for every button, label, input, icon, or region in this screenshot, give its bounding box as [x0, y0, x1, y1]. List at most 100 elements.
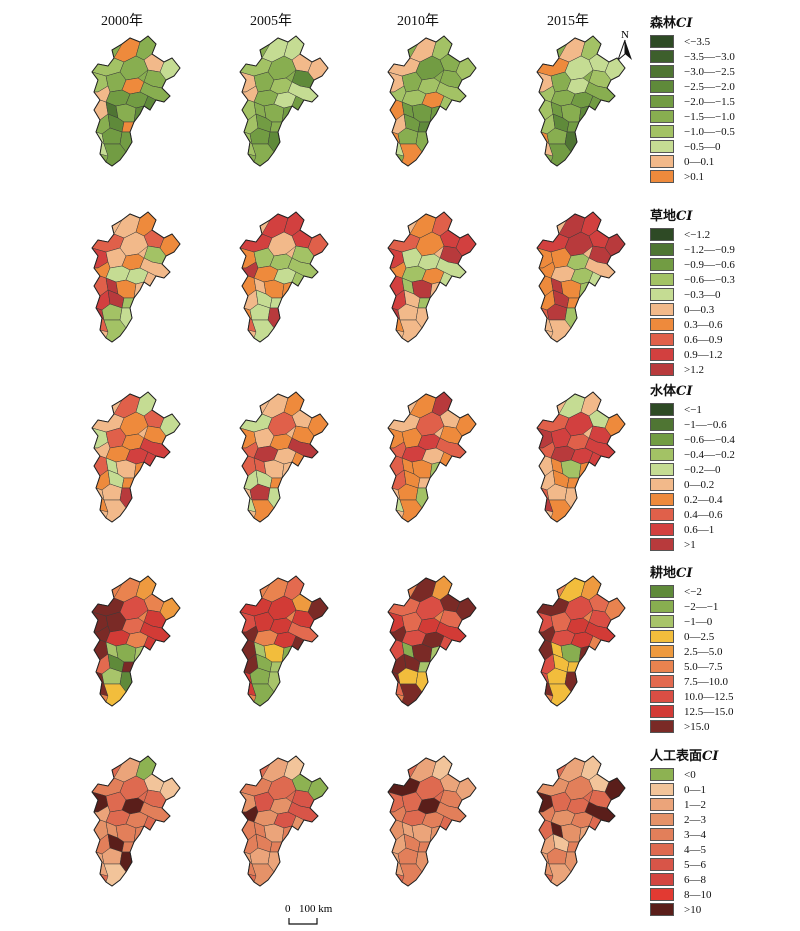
map-1-3 [536, 211, 626, 343]
map-border [91, 575, 181, 707]
legend-title-ci: CI [676, 16, 693, 31]
legend-swatch [650, 720, 674, 733]
map-2-1 [239, 391, 329, 523]
legend-item: <−1 [650, 402, 800, 417]
legend-swatch [650, 348, 674, 361]
legend-label: −1—0 [684, 615, 713, 628]
legend-swatch [650, 288, 674, 301]
legend-label: 10.0—12.5 [684, 690, 734, 703]
legend-label: >1 [684, 538, 696, 551]
legend-label: −1.2—−0.9 [684, 243, 735, 256]
legend-4: 人工表面CI <0 0—1 1—2 2—3 3—4 4—5 5—6 6—8 8—10 >10 [650, 745, 800, 917]
legend-item: >0.1 [650, 169, 800, 184]
legend-label: <−3.5 [684, 35, 711, 48]
map-1-0 [91, 211, 181, 343]
legend-swatch [650, 418, 674, 431]
legend-label: −0.6—−0.3 [684, 273, 735, 286]
legend-label: >1.2 [684, 363, 704, 376]
map-border [536, 35, 626, 167]
legend-swatch [650, 303, 674, 316]
year-label-2015: 2015年 [547, 14, 589, 29]
map-border [91, 211, 181, 343]
legend-swatch [650, 363, 674, 376]
legend-label: 7.5—10.0 [684, 675, 728, 688]
legend-item: <−1.2 [650, 227, 800, 242]
legend-item: 4—5 [650, 842, 800, 857]
legend-item: 0—0.3 [650, 302, 800, 317]
legend-item: −1.5—−1.0 [650, 109, 800, 124]
legend-label: 12.5—15.0 [684, 705, 734, 718]
legend-item: −2.5—−2.0 [650, 79, 800, 94]
legend-label: 0.6—0.9 [684, 333, 723, 346]
legend-item: −0.6—−0.3 [650, 272, 800, 287]
legend-label: >10 [684, 903, 702, 916]
legend-item: >1 [650, 537, 800, 552]
legend-item: 6—8 [650, 872, 800, 887]
legend-swatch [650, 630, 674, 643]
legend-swatch [650, 478, 674, 491]
map-0-1 [239, 35, 329, 167]
legend-item: 0.6—0.9 [650, 332, 800, 347]
legend-item: −2.0—−1.5 [650, 94, 800, 109]
legend-swatch [650, 843, 674, 856]
legend-item: 0—0.1 [650, 154, 800, 169]
legend-2: 水体CI <−1 −1—−0.6 −0.6—−0.4 −0.4—−0.2 −0.2—0 0—… [650, 380, 800, 552]
map-border [239, 211, 329, 343]
map-border [387, 35, 477, 167]
map-border [387, 755, 477, 887]
legend-item: −1.2—−0.9 [650, 242, 800, 257]
map-border [387, 575, 477, 707]
legend-label: 2—3 [684, 813, 706, 826]
legend-item: 0.3—0.6 [650, 317, 800, 332]
map-1-1 [239, 211, 329, 343]
legend-swatch [650, 888, 674, 901]
legend-item: 0.4—0.6 [650, 507, 800, 522]
legend-swatch [650, 675, 674, 688]
map-3-0 [91, 575, 181, 707]
legend-item: −0.2—0 [650, 462, 800, 477]
legend-swatch [650, 645, 674, 658]
map-0-2 [387, 35, 477, 167]
legend-label: −3.0—−2.5 [684, 65, 735, 78]
legend-item: 7.5—10.0 [650, 674, 800, 689]
legend-item: 0.2—0.4 [650, 492, 800, 507]
legend-title: 耕地CI [650, 562, 800, 581]
legend-title: 草地CI [650, 205, 800, 224]
legend-title: 人工表面CI [650, 745, 800, 764]
legend-item: >10 [650, 902, 800, 917]
map-2-2 [387, 391, 477, 523]
map-1-2 [387, 211, 477, 343]
legend-swatch [650, 798, 674, 811]
legend-swatch [650, 615, 674, 628]
map-border [387, 391, 477, 523]
legend-swatch [650, 813, 674, 826]
legend-swatch [650, 705, 674, 718]
legend-title-ci: CI [676, 566, 693, 581]
legend-swatch [650, 228, 674, 241]
legend-swatch [650, 50, 674, 63]
map-border [536, 575, 626, 707]
legend-swatch [650, 333, 674, 346]
map-4-0 [91, 755, 181, 887]
legend-item: 0—0.2 [650, 477, 800, 492]
legend-swatch [650, 110, 674, 123]
map-border [91, 755, 181, 887]
map-border [536, 391, 626, 523]
legend-item: −0.9—−0.6 [650, 257, 800, 272]
map-2-0 [91, 391, 181, 523]
legend-swatch [650, 433, 674, 446]
legend-label: −0.9—−0.6 [684, 258, 735, 271]
legend-item: 2.5—5.0 [650, 644, 800, 659]
legend-label: <−2 [684, 585, 702, 598]
legend-swatch [650, 493, 674, 506]
legend-title-text: 水体 [650, 384, 677, 399]
legend-item: −1—−0.6 [650, 417, 800, 432]
legend-3: 耕地CI <−2 −2—−1 −1—0 0—2.5 2.5—5.0 5.0—7.5 7.5—1… [650, 562, 800, 734]
legend-0: 森林CI <−3.5 −3.5—−3.0 −3.0—−2.5 −2.5—−2.0 −2.0… [650, 12, 800, 184]
map-border [239, 35, 329, 167]
legend-swatch [650, 873, 674, 886]
legend-label: −0.2—0 [684, 463, 721, 476]
legend-label: −0.5—0 [684, 140, 721, 153]
legend-1: 草地CI <−1.2 −1.2—−0.9 −0.9—−0.6 −0.6—−0.3 −0.3… [650, 205, 800, 377]
legend-swatch [650, 660, 674, 673]
